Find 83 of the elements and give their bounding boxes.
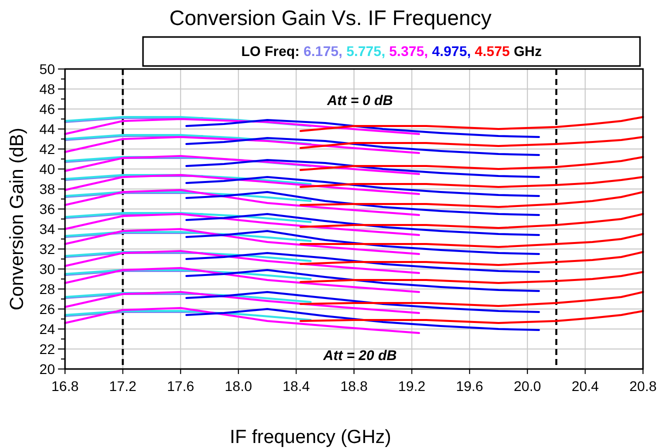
y-tick-label: 22 bbox=[39, 341, 56, 357]
line-series bbox=[300, 116, 644, 132]
line-series bbox=[64, 189, 420, 216]
x-tick-label: 16.8 bbox=[51, 378, 79, 394]
line-series bbox=[300, 251, 644, 266]
line-series bbox=[64, 267, 420, 293]
x-tick-label: 18.8 bbox=[340, 378, 368, 394]
line-series bbox=[64, 155, 420, 175]
line-series bbox=[185, 230, 540, 255]
x-tick-label: 17.6 bbox=[166, 378, 194, 394]
line-series bbox=[300, 213, 644, 229]
line-series bbox=[300, 310, 644, 324]
line-series bbox=[300, 271, 644, 284]
line-series bbox=[64, 116, 312, 127]
y-tick-label: 34 bbox=[39, 221, 56, 237]
line-series bbox=[300, 136, 644, 149]
line-series bbox=[64, 310, 312, 321]
text: 5.375, bbox=[389, 43, 432, 59]
line-series bbox=[185, 213, 540, 236]
annotation: Att = 0 dB bbox=[326, 92, 393, 108]
x-tick-label: 19.2 bbox=[398, 378, 426, 394]
x-axis-title: IF frequency (GHz) bbox=[230, 427, 392, 448]
line-series bbox=[64, 291, 420, 314]
line-series bbox=[185, 252, 540, 273]
line-series bbox=[300, 233, 644, 248]
x-tick-label: 20.0 bbox=[514, 378, 542, 394]
text: GHz bbox=[514, 43, 542, 59]
y-tick-label: 46 bbox=[39, 101, 56, 117]
text: 4.975, bbox=[432, 43, 475, 59]
line-series bbox=[185, 137, 540, 156]
y-tick-label: 32 bbox=[39, 241, 56, 257]
x-tick-label: 17.2 bbox=[109, 378, 137, 394]
y-tick-label: 26 bbox=[39, 301, 56, 317]
y-tick-label: 42 bbox=[39, 141, 56, 157]
annotation: Att = 20 dB bbox=[322, 347, 397, 363]
line-series bbox=[300, 191, 644, 208]
x-tick-label: 18.0 bbox=[224, 378, 252, 394]
text: 6.175, bbox=[303, 43, 346, 59]
y-tick-label: 40 bbox=[39, 161, 56, 177]
line-series bbox=[185, 269, 540, 292]
y-tick-label: 48 bbox=[39, 81, 56, 97]
line-series bbox=[185, 191, 540, 216]
line-series bbox=[64, 212, 312, 223]
x-tick-label: 19.6 bbox=[456, 378, 484, 394]
line-series bbox=[64, 191, 312, 202]
line-series bbox=[64, 228, 420, 255]
y-tick-label: 50 bbox=[39, 61, 56, 77]
y-tick-label: 20 bbox=[39, 361, 56, 377]
line-series bbox=[64, 174, 420, 195]
line-series bbox=[300, 291, 644, 307]
legend-title: LO Freq: bbox=[241, 43, 304, 59]
line-series bbox=[300, 176, 644, 188]
x-tick-label: 20.4 bbox=[572, 378, 600, 394]
y-tick-label: 30 bbox=[39, 261, 56, 277]
line-series bbox=[64, 156, 312, 167]
line-series bbox=[64, 174, 312, 185]
y-axis-title: Conversion Gain (dB) bbox=[7, 128, 28, 310]
text: 4.575 bbox=[474, 43, 514, 59]
line-series bbox=[300, 156, 644, 171]
line-series bbox=[185, 308, 540, 331]
chart-title: Conversion Gain Vs. IF Frequency bbox=[169, 7, 492, 30]
y-tick-label: 24 bbox=[39, 321, 56, 337]
line-series bbox=[64, 292, 312, 303]
y-tick-label: 36 bbox=[39, 201, 56, 217]
y-tick-label: 28 bbox=[39, 281, 56, 297]
line-series bbox=[185, 119, 540, 138]
line-series bbox=[64, 250, 420, 274]
y-tick-label: 38 bbox=[39, 181, 56, 197]
line-series bbox=[64, 134, 312, 145]
line-series bbox=[64, 213, 420, 236]
line-series bbox=[64, 231, 312, 242]
line-series bbox=[64, 118, 420, 135]
line-series bbox=[64, 307, 420, 334]
x-tick-label: 20.8 bbox=[629, 378, 657, 394]
x-tick-label: 18.4 bbox=[282, 378, 310, 394]
text: 5.775, bbox=[346, 43, 390, 59]
line-series bbox=[64, 269, 312, 280]
line-series bbox=[185, 159, 540, 178]
line-series bbox=[64, 136, 420, 154]
line-series bbox=[185, 291, 540, 313]
y-tick-label: 44 bbox=[39, 121, 56, 137]
line-series bbox=[64, 251, 312, 262]
line-series bbox=[185, 176, 540, 197]
